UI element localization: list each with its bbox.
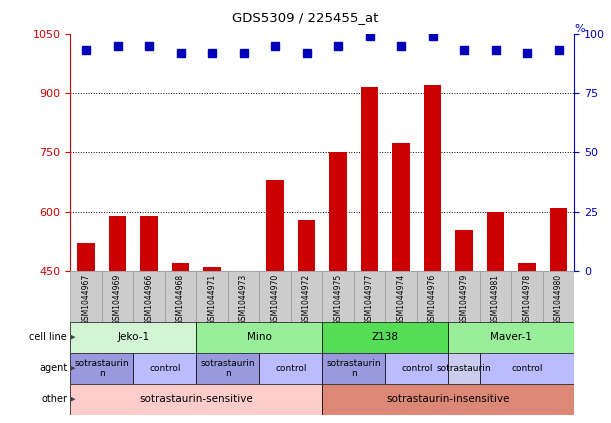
Bar <box>70 322 196 353</box>
Bar <box>259 353 323 384</box>
Text: GSM1044968: GSM1044968 <box>176 274 185 325</box>
Bar <box>550 208 567 271</box>
Text: sotrastaurin-insensitive: sotrastaurin-insensitive <box>387 394 510 404</box>
Bar <box>196 353 259 384</box>
Text: ▶: ▶ <box>68 365 76 371</box>
Bar <box>543 271 574 322</box>
Bar <box>291 271 323 322</box>
Text: sotrastaurin
n: sotrastaurin n <box>75 359 129 378</box>
Text: GSM1044973: GSM1044973 <box>239 274 248 325</box>
Text: GSM1044970: GSM1044970 <box>271 274 280 325</box>
Text: GSM1044975: GSM1044975 <box>334 274 343 325</box>
Text: ▶: ▶ <box>68 334 76 341</box>
Text: sotrastaurin: sotrastaurin <box>437 364 491 373</box>
Bar <box>518 263 536 271</box>
Bar <box>109 216 126 271</box>
Bar <box>424 85 441 271</box>
Text: GSM1044972: GSM1044972 <box>302 274 311 325</box>
Text: GSM1044971: GSM1044971 <box>208 274 216 325</box>
Bar <box>172 263 189 271</box>
Text: sotrastaurin
n: sotrastaurin n <box>200 359 255 378</box>
Text: GSM1044966: GSM1044966 <box>145 274 153 325</box>
Text: GSM1044969: GSM1044969 <box>113 274 122 325</box>
Bar <box>487 212 504 271</box>
Bar <box>196 322 323 353</box>
Bar <box>259 271 291 322</box>
Bar <box>480 271 511 322</box>
Text: GSM1044980: GSM1044980 <box>554 274 563 325</box>
Text: GDS5309 / 225455_at: GDS5309 / 225455_at <box>232 11 379 24</box>
Bar <box>141 216 158 271</box>
Bar <box>102 271 133 322</box>
Text: GSM1044976: GSM1044976 <box>428 274 437 325</box>
Text: cell line: cell line <box>29 332 67 342</box>
Text: sotrastaurin
n: sotrastaurin n <box>326 359 381 378</box>
Bar <box>133 271 165 322</box>
Text: sotrastaurin-sensitive: sotrastaurin-sensitive <box>139 394 253 404</box>
Bar <box>70 353 133 384</box>
Text: GSM1044978: GSM1044978 <box>522 274 532 325</box>
Bar <box>70 271 102 322</box>
Text: Maver-1: Maver-1 <box>491 332 532 342</box>
Bar <box>417 271 448 322</box>
Text: control: control <box>275 364 307 373</box>
Bar <box>323 322 448 353</box>
Text: control: control <box>511 364 543 373</box>
Text: agent: agent <box>39 363 67 373</box>
Bar <box>165 271 196 322</box>
Bar <box>480 353 574 384</box>
Bar <box>448 353 480 384</box>
Bar <box>354 271 386 322</box>
Text: GSM1044979: GSM1044979 <box>459 274 469 325</box>
Bar <box>329 152 346 271</box>
Text: GSM1044967: GSM1044967 <box>81 274 90 325</box>
Bar <box>323 271 354 322</box>
Text: control: control <box>149 364 180 373</box>
Bar <box>361 87 378 271</box>
Text: control: control <box>401 364 433 373</box>
Text: other: other <box>41 394 67 404</box>
Text: GSM1044981: GSM1044981 <box>491 274 500 325</box>
Bar <box>392 143 410 271</box>
Text: Z138: Z138 <box>372 332 399 342</box>
Bar <box>203 267 221 271</box>
Bar <box>266 180 284 271</box>
Bar <box>386 353 448 384</box>
Bar <box>228 271 259 322</box>
Bar <box>196 271 228 322</box>
Bar <box>455 230 473 271</box>
Bar <box>386 271 417 322</box>
Bar <box>323 353 386 384</box>
Bar <box>298 220 315 271</box>
Bar <box>448 322 574 353</box>
Text: GSM1044974: GSM1044974 <box>397 274 406 325</box>
Bar <box>133 353 196 384</box>
Bar <box>70 384 323 415</box>
Text: ▶: ▶ <box>68 396 76 402</box>
Text: Mino: Mino <box>247 332 272 342</box>
Bar <box>511 271 543 322</box>
Text: %: % <box>574 24 585 34</box>
Bar <box>78 244 95 271</box>
Bar <box>323 384 574 415</box>
Text: GSM1044977: GSM1044977 <box>365 274 374 325</box>
Bar <box>448 271 480 322</box>
Text: Jeko-1: Jeko-1 <box>117 332 149 342</box>
